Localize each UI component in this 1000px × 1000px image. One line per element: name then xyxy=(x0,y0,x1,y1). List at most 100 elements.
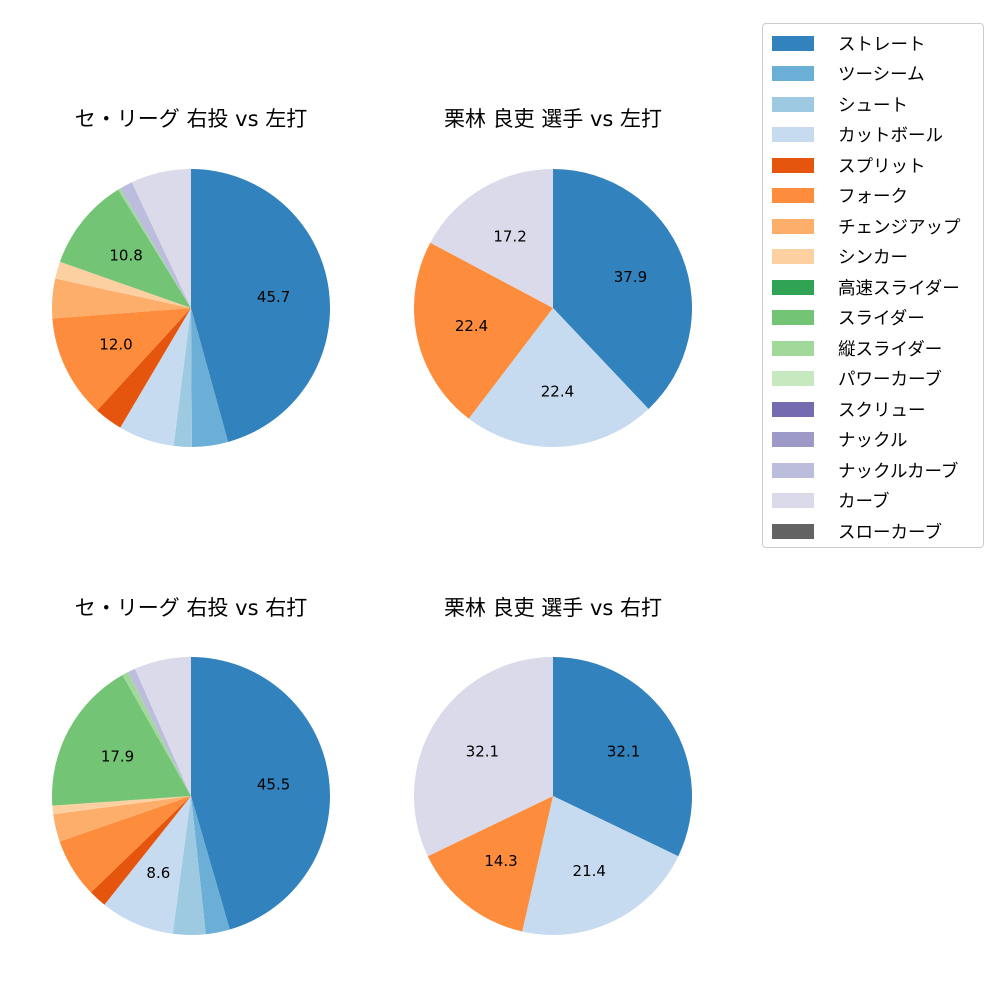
legend-swatch xyxy=(772,35,814,51)
pie-slice xyxy=(173,308,192,448)
pie-slice xyxy=(127,668,191,796)
legend-swatch xyxy=(772,462,814,478)
legend-label: ナックルカーブ xyxy=(838,461,959,482)
legend-label: シュート xyxy=(838,95,908,116)
legend-swatch xyxy=(772,127,814,142)
pie-slice xyxy=(120,182,191,308)
pie-slice xyxy=(172,796,206,936)
legend-item: シンカー xyxy=(772,247,908,268)
legend-item: 縦スライダー xyxy=(772,338,942,360)
pie-slice xyxy=(553,169,692,409)
legend-item: スクリュー xyxy=(772,399,926,421)
slice-label: 17.9 xyxy=(101,748,134,766)
legend-swatch xyxy=(772,401,814,417)
legend-label: シンカー xyxy=(838,248,908,268)
slice-label: 17.2 xyxy=(493,228,526,246)
pie-slice xyxy=(522,796,679,936)
legend-swatch xyxy=(772,523,814,539)
pie-slice xyxy=(118,188,191,308)
legend-item: シュート xyxy=(772,94,908,116)
legend-label: カーブ xyxy=(838,492,890,512)
slice-label: 32.1 xyxy=(607,743,640,761)
legend-item: カットボール xyxy=(772,125,943,146)
legend-item: スライダー xyxy=(772,308,925,329)
slice-label: 32.1 xyxy=(466,743,499,761)
legend-swatch xyxy=(772,310,814,325)
pie-slice xyxy=(191,796,230,935)
legend: ストレートツーシームシュートカットボール スプリットフォークチェンジアップ シンカー… xyxy=(762,23,984,548)
pie-slice xyxy=(51,675,192,806)
legend-swatch xyxy=(772,371,814,386)
legend-swatch xyxy=(772,157,814,173)
legend-item: チェンジアップ xyxy=(772,216,961,238)
legend-label: ストレート xyxy=(838,34,926,55)
pie-slice xyxy=(191,308,229,447)
legend-item: 高速スライダー xyxy=(772,277,960,299)
legend-item: パワーカーブ xyxy=(772,369,942,390)
legend-swatch xyxy=(772,188,814,203)
legend-swatch xyxy=(772,493,814,508)
pie-slice xyxy=(52,796,191,815)
legend-label: スクリュー xyxy=(838,400,926,421)
slice-label: 22.4 xyxy=(455,317,488,335)
legend-swatch xyxy=(772,340,814,356)
pie-slice xyxy=(131,169,191,308)
pie-slice xyxy=(427,796,553,932)
pie-slice xyxy=(120,308,191,446)
pie-slice xyxy=(55,261,191,308)
pie-slice xyxy=(52,308,191,411)
chart-title: セ・リーグ 右投 vs 左打 xyxy=(74,107,308,131)
pie-slice xyxy=(59,796,191,893)
legend-item: スローカーブ xyxy=(772,521,942,543)
legend-swatch xyxy=(772,218,814,234)
pie-slice xyxy=(59,189,191,308)
legend-label: スライダー xyxy=(838,309,925,329)
pie-slice xyxy=(430,169,553,308)
legend-label: ナックル xyxy=(838,431,908,451)
slice-label: 8.6 xyxy=(146,864,170,882)
legend-label: スローカーブ xyxy=(838,522,942,543)
pie-slice xyxy=(53,796,192,842)
legend-swatch xyxy=(772,66,814,81)
pie-slice xyxy=(97,308,191,428)
legend-item: ストレート xyxy=(772,33,926,55)
slice-label: 10.8 xyxy=(109,247,142,265)
pie-slice xyxy=(51,278,192,319)
slice-label: 45.5 xyxy=(257,775,290,793)
legend-label: フォーク xyxy=(838,187,908,207)
legend-label: 高速スライダー xyxy=(838,278,960,299)
legend-item: ナックル xyxy=(772,430,908,451)
pie-slice xyxy=(135,657,191,796)
legend-label: ツーシーム xyxy=(838,65,925,85)
legend-swatch xyxy=(772,279,814,295)
slice-label: 45.7 xyxy=(257,288,290,306)
legend-item: スプリット xyxy=(772,155,926,177)
legend-label: スプリット xyxy=(838,156,926,177)
chart-title: 栗林 良吏 選手 vs 右打 xyxy=(443,596,663,620)
chart-title: 栗林 良吏 選手 vs 左打 xyxy=(443,107,663,131)
pie-slice xyxy=(191,657,330,930)
pie-slice xyxy=(553,657,693,857)
slice-label: 37.9 xyxy=(614,268,647,286)
legend-label: チェンジアップ xyxy=(838,217,961,238)
pie-slice xyxy=(468,308,649,447)
legend-item: ナックルカーブ xyxy=(772,460,959,482)
chart-title: セ・リーグ 右投 vs 右打 xyxy=(74,596,308,620)
pie-slice xyxy=(191,169,331,442)
legend-label: カットボール xyxy=(838,126,943,146)
legend-swatch xyxy=(772,249,814,264)
pie-slice xyxy=(413,242,553,419)
pie-slice xyxy=(413,657,553,857)
pie-slice xyxy=(104,796,191,934)
legend-swatch xyxy=(772,96,814,112)
legend-swatch xyxy=(772,432,814,447)
slice-label: 22.4 xyxy=(541,382,574,400)
legend-item: カーブ xyxy=(772,491,890,512)
slice-label: 14.3 xyxy=(484,852,517,870)
slice-label: 12.0 xyxy=(99,335,132,353)
slice-label: 21.4 xyxy=(573,862,606,880)
legend-item: フォーク xyxy=(772,186,908,207)
